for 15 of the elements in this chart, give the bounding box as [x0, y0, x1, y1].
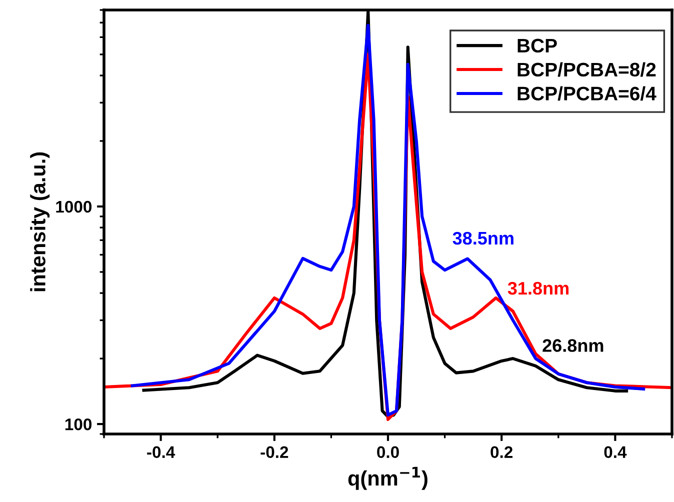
- annotation: 26.8nm: [542, 339, 604, 352]
- y-tick-label: 1000: [56, 200, 92, 213]
- legend-label: BCP: [518, 38, 557, 53]
- x-tick-label: 0.0: [377, 446, 399, 458]
- x-tick-label: -0.4: [147, 446, 176, 458]
- y-axis-title: intensity (a.u.): [30, 152, 50, 292]
- x-tick-label: -0.2: [260, 446, 288, 458]
- annotation: 38.5nm: [452, 232, 514, 245]
- x-axis-title: q(nm$^{−1}$): [348, 466, 428, 490]
- x-tick-label: 0.2: [490, 446, 513, 458]
- annotation: 31.8nm: [508, 282, 568, 295]
- legend-label: BCP/PCBA=8/2: [518, 62, 656, 77]
- y-tick-label: 100: [65, 418, 92, 430]
- legend-label: BCP/PCBA=6/4: [518, 86, 656, 101]
- x-tick-label: 0.4: [604, 446, 627, 458]
